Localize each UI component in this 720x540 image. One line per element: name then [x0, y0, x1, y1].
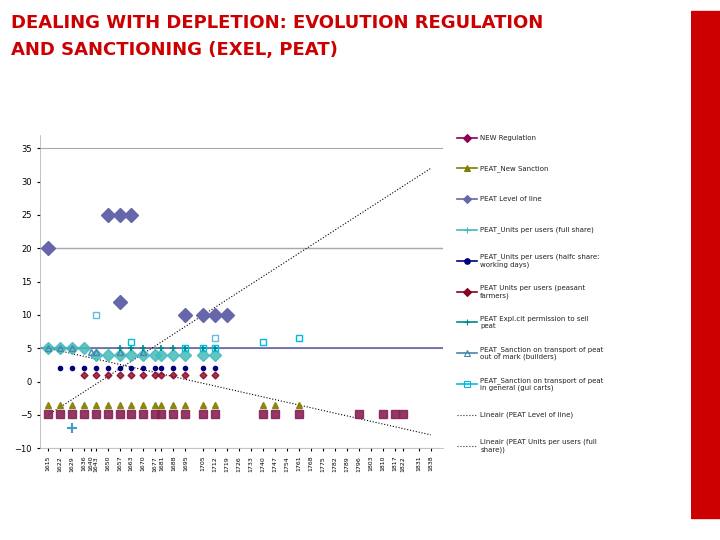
- Text: PEAT Expl.cit permission to sell
peat: PEAT Expl.cit permission to sell peat: [480, 316, 589, 329]
- Text: NEW Regulation: NEW Regulation: [480, 134, 536, 141]
- Text: DEALING WITH DEPLETION: EVOLUTION REGULATION: DEALING WITH DEPLETION: EVOLUTION REGULA…: [11, 14, 543, 31]
- Text: PEAT_Sanction on transport of peat
in general (gui carts): PEAT_Sanction on transport of peat in ge…: [480, 377, 603, 391]
- Text: Lineair (PEAT Units per users (full
share)): Lineair (PEAT Units per users (full shar…: [480, 438, 597, 453]
- Text: PEAT_New Sanction: PEAT_New Sanction: [480, 165, 549, 172]
- Text: PEAT Level of line: PEAT Level of line: [480, 196, 542, 202]
- Text: Lineair (PEAT Level of line): Lineair (PEAT Level of line): [480, 411, 573, 418]
- Text: PEAT_Sanction on transport of peat
out of mark (builders): PEAT_Sanction on transport of peat out o…: [480, 346, 603, 360]
- Text: PEAT Units per users (peasant
farmers): PEAT Units per users (peasant farmers): [480, 285, 585, 299]
- Text: PEAT_Units per users (full share): PEAT_Units per users (full share): [480, 227, 594, 233]
- Text: PEAT_Units per users (halfc share:
working days): PEAT_Units per users (halfc share: worki…: [480, 254, 600, 268]
- Text: AND SANCTIONING (EXEL, PEAT): AND SANCTIONING (EXEL, PEAT): [11, 40, 338, 58]
